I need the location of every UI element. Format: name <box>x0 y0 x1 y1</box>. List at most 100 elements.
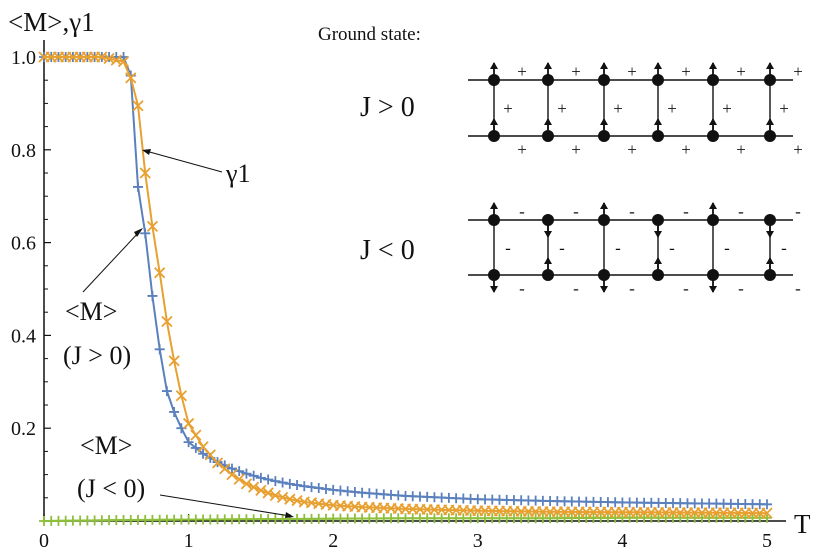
data-point <box>219 463 231 475</box>
data-point <box>277 477 288 488</box>
site-dot <box>598 74 610 86</box>
series-0 <box>38 51 773 519</box>
x-tick-label: 4 <box>617 530 627 552</box>
data-point <box>161 386 172 397</box>
site-dot <box>652 74 664 86</box>
bond-sign: - <box>629 202 635 221</box>
bond-sign: - <box>795 279 801 298</box>
m-neg-arrow <box>159 494 291 517</box>
spin-arrowhead <box>490 286 498 293</box>
spin-arrowhead <box>654 118 662 125</box>
data-point <box>269 489 281 502</box>
y-tick-label: 0.8 <box>11 140 36 162</box>
bond-sign: - <box>683 279 689 298</box>
site-dot <box>707 269 719 281</box>
spin-arrowhead <box>490 202 498 209</box>
rung-sign: - <box>781 239 787 258</box>
x-tick-label: 3 <box>473 530 483 552</box>
data-point <box>125 72 137 84</box>
bond-sign: - <box>519 202 525 221</box>
data-point <box>140 228 151 239</box>
bond-sign: + <box>517 140 527 159</box>
data-point <box>154 267 166 279</box>
spin-arrowhead <box>766 257 774 264</box>
bond-sign: - <box>683 202 689 221</box>
site-dot <box>764 130 776 142</box>
data-point <box>276 491 289 503</box>
bond-sign: + <box>627 140 637 159</box>
series-2 <box>39 512 772 526</box>
data-point <box>147 290 158 301</box>
spin-arrowhead <box>766 62 774 69</box>
annotations: γ1 <M> (J > 0) <M> (J < 0) <box>63 149 294 518</box>
site-dot <box>652 214 664 226</box>
site-dot <box>488 214 500 226</box>
y-tick-label: 0.6 <box>11 233 36 255</box>
spin-arrowhead <box>490 62 498 69</box>
m-pos-arrowhead <box>134 228 143 237</box>
spin-arrowhead <box>709 118 717 125</box>
spin-arrowhead <box>766 118 774 125</box>
x-tick-label: 5 <box>762 530 772 552</box>
spin-arrowhead <box>490 118 498 125</box>
bond-sign: - <box>738 202 744 221</box>
bond-sign: - <box>519 279 525 298</box>
rung-sign: - <box>559 239 565 258</box>
rung-sign: + <box>779 99 789 118</box>
data-point <box>241 468 252 479</box>
site-dot <box>764 214 776 226</box>
y-axis-title: <M>,γ1 <box>8 7 95 37</box>
spin-arrowhead <box>654 257 662 264</box>
spin-arrowhead <box>766 231 774 238</box>
site-dot <box>764 269 776 281</box>
data-point <box>255 472 266 483</box>
data-point <box>255 484 267 497</box>
data-point <box>248 470 259 481</box>
series-layer <box>38 51 773 526</box>
rung-sign: + <box>503 99 513 118</box>
spin-arrowhead <box>709 62 717 69</box>
x-tick-label: 1 <box>184 530 194 552</box>
gamma-arrowhead <box>142 149 151 155</box>
spin-arrowhead <box>709 202 717 209</box>
data-point <box>226 468 238 481</box>
bond-sign: - <box>573 279 579 298</box>
bond-sign: + <box>681 140 691 159</box>
data-point <box>198 448 209 459</box>
data-point <box>226 463 237 474</box>
m-neg-annotation-line1: <M> <box>80 431 132 460</box>
rung-sign: - <box>669 239 675 258</box>
data-point <box>117 56 130 68</box>
m-pos-annotation-line2: (J > 0) <box>63 341 131 370</box>
spin-arrowhead <box>600 202 608 209</box>
gamma-arrow <box>145 150 223 173</box>
data-point <box>146 220 159 232</box>
data-point <box>132 181 143 192</box>
site-dot <box>707 214 719 226</box>
data-point <box>211 457 224 469</box>
bond-sign: + <box>793 140 803 159</box>
spin-arrowhead <box>544 118 552 125</box>
ladder-pos: ++++++++++++++++++ <box>468 62 803 159</box>
data-point <box>263 474 274 485</box>
x-axis-title: T <box>794 509 811 539</box>
row-neg-label: J < 0 <box>360 235 415 266</box>
site-dot <box>488 130 500 142</box>
row-pos-label: J > 0 <box>360 92 415 123</box>
data-point <box>132 100 144 112</box>
rung-sign: - <box>505 239 511 258</box>
bond-sign: + <box>736 140 746 159</box>
data-point <box>233 473 245 485</box>
bond-sign: + <box>571 62 581 81</box>
data-point <box>182 417 195 430</box>
bond-sign: - <box>738 279 744 298</box>
rung-sign: + <box>557 99 567 118</box>
spin-arrowhead <box>544 231 552 238</box>
data-point <box>320 483 331 494</box>
data-point <box>313 483 324 494</box>
data-point <box>168 355 180 367</box>
y-ticks: 1.0 0.8 0.6 0.4 0.2 <box>11 47 51 499</box>
gamma-annotation: γ1 <box>225 159 251 188</box>
